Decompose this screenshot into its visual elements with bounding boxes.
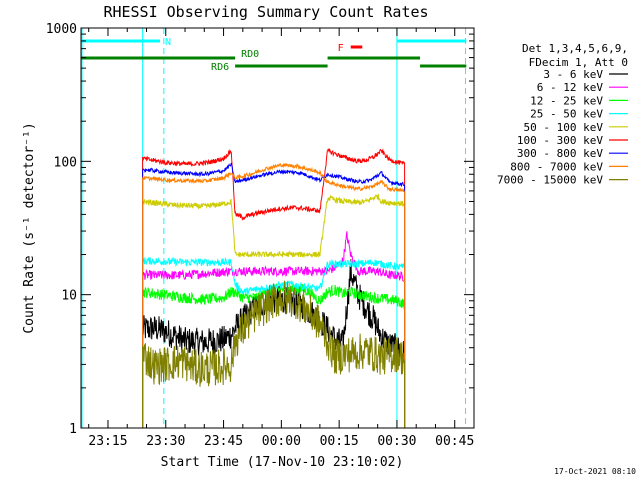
x-axis: 23:15 23:30 23:45 00:00 00:15 00:30 00:45 <box>88 28 474 449</box>
flag-label: RD0 <box>241 49 259 60</box>
x-tick-label: 00:15 <box>320 434 359 449</box>
flag-label: N <box>165 37 171 48</box>
series-line-4 <box>142 194 406 428</box>
footer-timestamp: 17-Oct-2021 08:10 <box>554 467 636 476</box>
flag-label: RD6 <box>211 62 229 73</box>
y-tick-label: 1 <box>69 422 77 437</box>
legend: Det 1,3,4,5,6,9,FDecim 1, Att 03 - 6 keV… <box>497 42 628 187</box>
series-line-1 <box>142 231 406 428</box>
legend-entry-label: 12 - 25 keV <box>530 94 603 107</box>
y-tick-label: 10 <box>61 289 77 304</box>
x-axis-label: Start Time (17-Nov-10 23:10:02) <box>161 455 404 470</box>
legend-entry-label: 100 - 300 keV <box>517 134 603 147</box>
chart-title: RHESSI Observing Summary Count Rates <box>103 3 428 21</box>
x-tick-label: 23:15 <box>88 434 127 449</box>
series-layer <box>142 147 406 428</box>
x-tick-label: 00:00 <box>262 434 301 449</box>
x-tick-label: 23:30 <box>146 434 185 449</box>
legend-header: Det 1,3,4,5,6,9, <box>522 42 628 55</box>
x-tick-label: 00:45 <box>435 434 474 449</box>
y-axis: 1 10 100 1000 <box>46 22 474 437</box>
y-tick-label: 100 <box>54 155 77 170</box>
legend-entry-label: 800 - 7000 keV <box>510 160 603 173</box>
series-line-8 <box>142 280 406 428</box>
flag-label: F <box>338 43 344 54</box>
y-axis-label: Count Rate (s⁻¹ detector⁻¹) <box>22 122 37 333</box>
legend-entry-label: 7000 - 15000 keV <box>497 174 603 187</box>
legend-entry-label: 25 - 50 keV <box>530 108 603 121</box>
legend-entry-label: 50 - 100 keV <box>524 121 604 134</box>
x-tick-label: 23:45 <box>204 434 243 449</box>
legend-entry-label: 300 - 800 keV <box>517 147 603 160</box>
legend-entry-label: 3 - 6 keV <box>543 68 603 81</box>
series-line-5 <box>142 147 406 428</box>
flag-bar-layer: N F RD0 RD6 <box>81 37 467 73</box>
legend-header: FDecim 1, Att 0 <box>529 56 628 69</box>
plot-frame <box>80 27 475 429</box>
x-tick-label: 00:30 <box>377 434 416 449</box>
series-line-6 <box>142 162 406 428</box>
series-line-7 <box>142 163 406 428</box>
legend-entry-label: 6 - 12 keV <box>537 81 604 94</box>
y-tick-label: 1000 <box>46 22 77 37</box>
